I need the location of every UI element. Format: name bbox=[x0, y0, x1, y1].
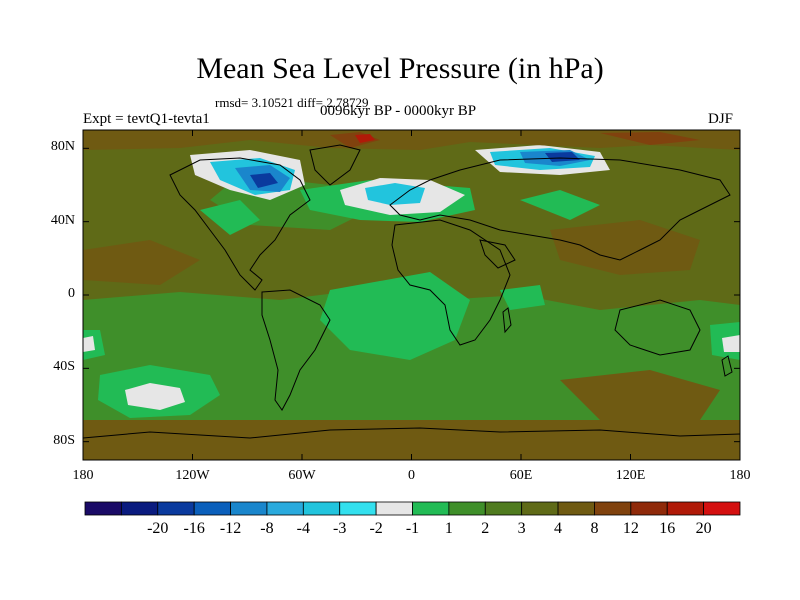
lat-tick-label: 0 bbox=[68, 286, 75, 301]
lon-tick-label: 120E bbox=[615, 468, 646, 483]
coastline-north-america bbox=[169, 157, 311, 291]
colorbar-swatch bbox=[157, 501, 195, 516]
anomaly-region bbox=[125, 383, 185, 410]
anomaly-region bbox=[550, 220, 700, 275]
lon-tick-label: 180 bbox=[729, 468, 751, 483]
anomaly-region bbox=[83, 336, 95, 352]
lat-tick-label: 80S bbox=[53, 432, 75, 448]
colorbar-label: -1 bbox=[405, 520, 420, 537]
colorbar-swatch bbox=[339, 501, 377, 516]
colorbar-swatch bbox=[230, 501, 268, 516]
colorbar-swatch bbox=[193, 501, 231, 516]
colorbar-label: -8 bbox=[260, 520, 274, 537]
colorbar-swatch bbox=[375, 501, 413, 516]
lon-tick-label: 180 bbox=[72, 468, 94, 483]
anomaly-region bbox=[500, 285, 545, 310]
coastline-south-america bbox=[261, 289, 331, 411]
colorbar-swatch bbox=[703, 501, 741, 516]
lat-tick-label: 40S bbox=[53, 359, 75, 375]
colorbar-label: -12 bbox=[219, 520, 242, 537]
anomaly-region bbox=[545, 152, 580, 162]
coastline-europe-asia bbox=[389, 157, 731, 261]
coastline-antarctica bbox=[83, 427, 740, 439]
colorbar-label: -2 bbox=[369, 520, 383, 537]
colorbar-swatch bbox=[120, 501, 159, 516]
anomaly-region bbox=[83, 240, 200, 285]
anomaly-region bbox=[600, 132, 700, 145]
lon-tick-label: 0 bbox=[408, 468, 415, 483]
lon-tick-label: 120W bbox=[175, 468, 210, 483]
colorbar-label: 1 bbox=[444, 520, 453, 537]
lon-tick-label: 60E bbox=[509, 468, 533, 483]
colorbar-label: -16 bbox=[183, 520, 205, 537]
experiment-label: Expt = tevtQ1-tevta1 bbox=[83, 111, 210, 127]
colorbar-swatch bbox=[630, 501, 668, 516]
colorbar-swatch bbox=[412, 501, 450, 516]
colorbar-swatch bbox=[557, 501, 595, 516]
colorbar-swatch bbox=[266, 501, 304, 516]
pressure-anomaly-field bbox=[83, 130, 740, 460]
colorbar-label: 20 bbox=[695, 520, 712, 537]
colorbar-swatch bbox=[666, 501, 705, 516]
colorbar-label: 4 bbox=[554, 520, 563, 537]
lat-tick-label: 80N bbox=[50, 139, 75, 155]
colorbar-swatch bbox=[448, 501, 486, 516]
colorbar bbox=[84, 501, 741, 516]
anomaly-region bbox=[560, 370, 720, 420]
colorbar-swatch bbox=[302, 501, 341, 516]
colorbar-label: 12 bbox=[622, 520, 639, 537]
coastlines bbox=[83, 144, 740, 439]
coastline-new-zealand bbox=[721, 355, 733, 377]
anomaly-region bbox=[520, 190, 600, 220]
colorbar-swatch bbox=[521, 501, 559, 516]
colorbar-swatch bbox=[84, 501, 122, 516]
stats-label: rmsd= 3.10521 diff= 2.78729 bbox=[215, 95, 369, 110]
anomaly-region bbox=[355, 134, 375, 143]
anomaly-region bbox=[83, 130, 740, 150]
colorbar-label: 16 bbox=[659, 520, 676, 537]
chart-title: Mean Sea Level Pressure (in hPa) bbox=[196, 52, 604, 85]
coastline-africa bbox=[391, 219, 511, 346]
coastline-arabia bbox=[479, 239, 516, 269]
lat-tick-label: 40N bbox=[50, 212, 75, 228]
lon-tick-label: 60W bbox=[288, 468, 316, 483]
period-label: 0096kyr BP - 0000kyr BP bbox=[320, 103, 477, 119]
axis-ticks bbox=[82, 130, 741, 460]
anomaly-region bbox=[250, 173, 278, 188]
colorbar-label: -20 bbox=[147, 520, 169, 537]
coastline-madagascar bbox=[502, 307, 512, 334]
season-label: DJF bbox=[708, 111, 734, 127]
anomaly-region bbox=[365, 183, 425, 205]
colorbar-swatch bbox=[594, 501, 632, 516]
colorbar-swatch bbox=[484, 501, 523, 516]
anomaly-region bbox=[320, 272, 470, 360]
colorbar-label: 2 bbox=[481, 520, 490, 537]
colorbar-label: -3 bbox=[333, 520, 347, 537]
colorbar-label: 3 bbox=[517, 520, 526, 537]
anomaly-region bbox=[200, 200, 260, 235]
anomaly-region bbox=[722, 335, 740, 352]
colorbar-label: -4 bbox=[296, 520, 310, 537]
coastline-greenland bbox=[309, 144, 361, 186]
coastline-australia bbox=[614, 299, 701, 356]
map-field bbox=[83, 130, 740, 460]
colorbar-label: 8 bbox=[590, 520, 599, 537]
